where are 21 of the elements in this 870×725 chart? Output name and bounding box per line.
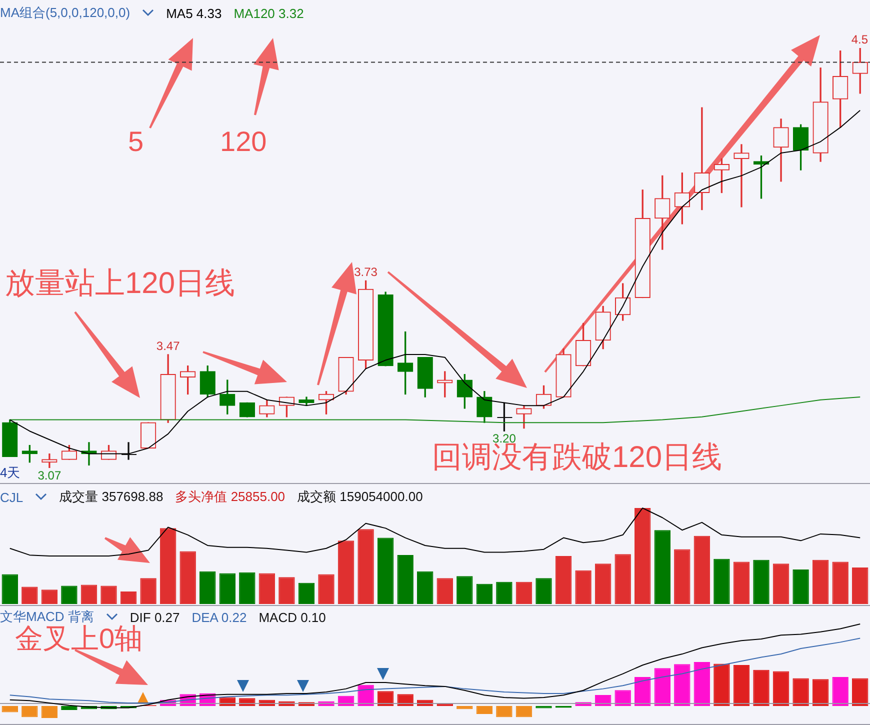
annotation: 5 <box>128 126 144 158</box>
text: 成交量 357698.88 <box>59 488 164 506</box>
annotation: MACD 0.10 <box>258 610 326 624</box>
annotation: 回调没有跌破120日线 <box>432 441 722 474</box>
text: CJL <box>0 490 24 504</box>
text: MA组合(5,0,0,120,0,0) <box>0 4 130 22</box>
annotation: 金叉上0轴 <box>15 623 143 655</box>
text: MA5 4.33 <box>166 6 222 20</box>
annotation: DIF 0.27 <box>130 610 180 624</box>
text: 3.47 <box>156 338 180 353</box>
annotation: 120 <box>220 126 267 158</box>
text: 成交额 159054000.00 <box>297 488 423 506</box>
annotation: DEA 0.22 <box>192 610 247 624</box>
text: 3.07 <box>38 468 62 482</box>
text: MA120 3.32 <box>234 6 304 20</box>
annotation: 放量站上120日线 <box>5 267 236 300</box>
text: 3.73 <box>354 265 378 280</box>
annotation: 4天 <box>0 465 20 480</box>
text: 4.5 <box>851 32 868 46</box>
annotation: 文华MACD 背离 <box>0 608 94 625</box>
text: 多头净值 25855.00 <box>175 488 286 506</box>
